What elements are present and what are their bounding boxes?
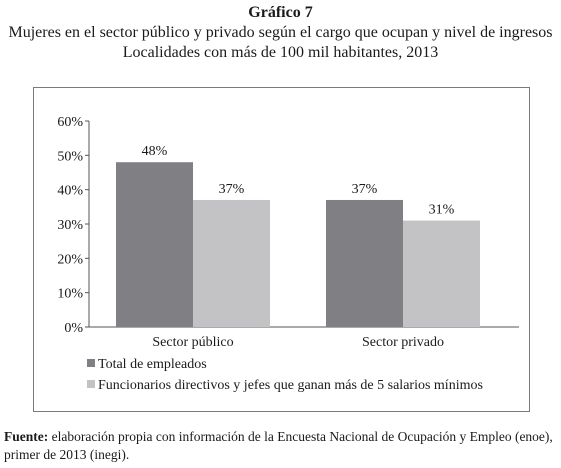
data-label: 37%: [352, 182, 378, 197]
y-tick-label: 20%: [57, 252, 83, 267]
legend-swatch: [87, 359, 95, 367]
source-text: elaboración propia con información de la…: [4, 429, 553, 462]
data-label: 37%: [219, 182, 245, 197]
bar: [193, 199, 270, 327]
y-tick-label: 40%: [57, 184, 83, 199]
bar: [403, 220, 480, 327]
legend-label: Funcionarios directivos y jefes que gana…: [98, 378, 483, 393]
chart-title: Mujeres en el sector público y privado s…: [8, 24, 553, 41]
figure-number: Gráfico 7: [248, 4, 313, 21]
legend-swatch: [87, 380, 95, 388]
y-tick-label: 0%: [64, 321, 83, 336]
source-note: Fuente: elaboración propia con informaci…: [4, 428, 556, 464]
x-tick-label: Sector privado: [362, 335, 444, 350]
y-tick-label: 10%: [57, 287, 83, 302]
data-label: 48%: [142, 144, 168, 159]
bar: [326, 199, 403, 327]
legend-label: Total de empleados: [98, 357, 207, 372]
data-label: 31%: [429, 203, 455, 218]
source-label: Fuente:: [4, 429, 49, 444]
y-tick-label: 60%: [57, 115, 83, 130]
chart-frame: [33, 87, 530, 412]
y-tick-label: 50%: [57, 149, 83, 164]
chart-subtitle: Localidades con más de 100 mil habitante…: [122, 44, 439, 61]
y-tick-label: 30%: [57, 218, 83, 233]
bar: [116, 162, 193, 327]
x-tick-label: Sector público: [152, 335, 233, 350]
figure-heading: Gráfico 7 Mujeres en el sector público y…: [0, 3, 561, 63]
